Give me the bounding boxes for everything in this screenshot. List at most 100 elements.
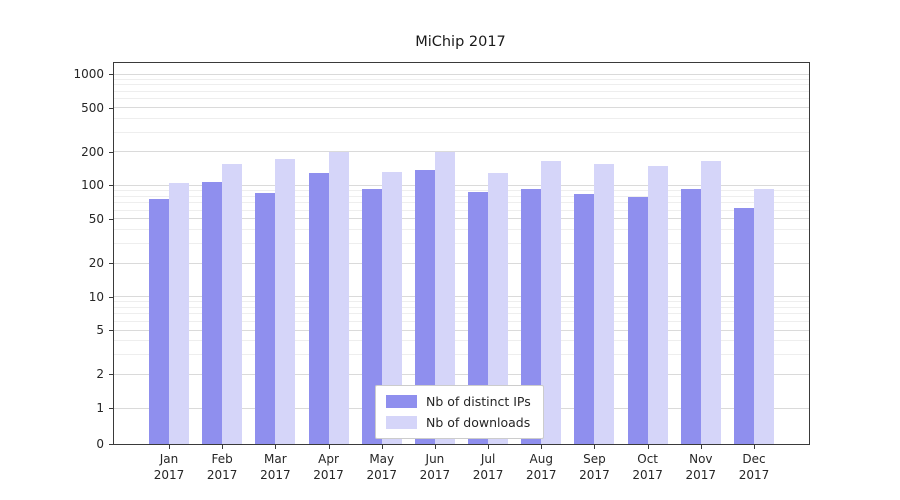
gridline — [114, 262, 809, 264]
bar-nb-of-distinct-ips-jun — [414, 169, 435, 444]
gridline — [114, 84, 809, 86]
x-tick-label: Jan 2017 — [139, 451, 199, 483]
bar-nb-of-distinct-ips-apr — [308, 172, 329, 444]
y-tick-label: 0 — [96, 437, 104, 451]
bar-nb-of-distinct-ips-aug — [521, 188, 542, 444]
gridline — [114, 90, 809, 92]
chart-title: MiChip 2017 — [415, 34, 506, 50]
x-tick-mark — [169, 445, 170, 449]
y-tick-label: 20 — [88, 256, 104, 271]
x-tick-year: 2017 — [579, 468, 610, 482]
y-tick-mark — [109, 374, 113, 376]
bar-nb-of-downloads-oct — [647, 166, 668, 444]
x-tick-label: Feb 2017 — [192, 451, 252, 483]
y-tick-label: 100 — [81, 178, 104, 193]
gridline — [114, 131, 809, 133]
x-tick-year: 2017 — [206, 468, 238, 482]
gridline — [114, 340, 809, 342]
x-tick-month: Jan — [159, 452, 179, 466]
x-tick-month: Feb — [211, 452, 233, 466]
gridline — [114, 184, 809, 186]
x-tick-label: May 2017 — [352, 451, 412, 483]
gridline — [114, 189, 809, 191]
plot-area: Nb of distinct IPs Nb of downloads — [113, 62, 810, 445]
bar-nb-of-distinct-ips-feb — [202, 182, 223, 444]
bar-nb-of-downloads-sep — [594, 164, 615, 444]
y-tick-mark — [109, 408, 113, 409]
x-tick-month: Mar — [264, 452, 287, 466]
gridline — [114, 209, 809, 211]
x-tick-month: Dec — [742, 452, 766, 466]
x-tick-month: Jul — [480, 452, 496, 466]
y-tick-label: 50 — [88, 211, 104, 226]
y-tick-mark — [109, 185, 113, 187]
bar-nb-of-downloads-apr — [328, 152, 349, 444]
y-tick-label: 2 — [96, 367, 104, 382]
gridline — [114, 320, 809, 322]
gridline — [114, 107, 809, 108]
gridline — [114, 151, 809, 153]
x-tick-mark — [222, 445, 224, 449]
gridline — [114, 229, 809, 231]
gridline — [114, 296, 809, 298]
y-tick-label: 1000 — [73, 67, 104, 81]
bar-nb-of-distinct-ips-jul — [468, 191, 489, 444]
x-tick-mark — [700, 445, 702, 449]
gridline — [114, 301, 809, 303]
y-tick-mark — [109, 107, 113, 109]
legend-label-downloads: Nb of downloads — [426, 415, 531, 430]
legend-item-distinct-ips: Nb of distinct IPs — [386, 394, 531, 409]
bar-nb-of-downloads-jul — [488, 172, 509, 444]
y-tick-label: 200 — [81, 144, 104, 159]
x-tick-mark — [381, 445, 383, 449]
x-tick-label: Sep 2017 — [564, 451, 624, 483]
x-tick-mark — [754, 445, 755, 449]
gridline — [114, 329, 809, 331]
x-tick-year: 2017 — [525, 468, 557, 482]
y-tick-label: 10 — [88, 289, 104, 304]
gridline — [114, 202, 809, 204]
bar-nb-of-downloads-dec — [754, 188, 774, 444]
gridline — [114, 243, 809, 245]
x-tick-year: 2017 — [419, 468, 451, 482]
gridline — [114, 354, 809, 356]
x-tick-month: Nov — [689, 452, 713, 466]
bar-nb-of-distinct-ips-may — [361, 189, 382, 444]
bar-nb-of-downloads-jun — [434, 152, 455, 444]
x-tick-month: Aug — [529, 452, 553, 466]
y-tick-label: 500 — [81, 100, 104, 115]
x-tick-mark — [488, 445, 490, 449]
y-tick-mark — [109, 74, 113, 75]
bar-nb-of-distinct-ips-dec — [734, 208, 754, 444]
x-tick-mark — [328, 445, 330, 449]
legend-swatch-downloads — [386, 416, 417, 429]
x-tick-year: 2017 — [260, 468, 291, 482]
x-tick-month: May — [369, 452, 395, 466]
x-tick-label: Jul 2017 — [458, 451, 518, 483]
bar-nb-of-distinct-ips-sep — [574, 193, 595, 444]
gridline — [114, 78, 809, 80]
x-tick-mark — [647, 445, 649, 449]
x-tick-month: Apr — [318, 452, 339, 466]
gridline — [114, 306, 809, 308]
y-tick-label: 5 — [96, 323, 104, 338]
bar-nb-of-distinct-ips-oct — [627, 197, 648, 444]
y-tick-mark — [109, 263, 113, 265]
x-tick-mark — [541, 445, 543, 449]
gridline — [114, 73, 809, 75]
bar-nb-of-distinct-ips-mar — [255, 193, 276, 444]
x-tick-year: 2017 — [153, 468, 185, 482]
y-tick-mark — [109, 218, 113, 220]
gridline — [114, 195, 809, 197]
gridline — [114, 98, 809, 100]
bar-nb-of-downloads-jan — [169, 182, 189, 444]
x-tick-month: Sep — [583, 452, 606, 466]
gridline — [114, 373, 809, 375]
x-tick-mark — [594, 445, 596, 449]
x-tick-label: Mar 2017 — [245, 451, 305, 483]
legend-label-distinct-ips: Nb of distinct IPs — [426, 394, 531, 409]
x-tick-year: 2017 — [313, 468, 344, 482]
x-tick-year: 2017 — [738, 468, 770, 482]
bar-nb-of-distinct-ips-jan — [149, 199, 169, 444]
legend-item-downloads: Nb of downloads — [386, 415, 531, 430]
